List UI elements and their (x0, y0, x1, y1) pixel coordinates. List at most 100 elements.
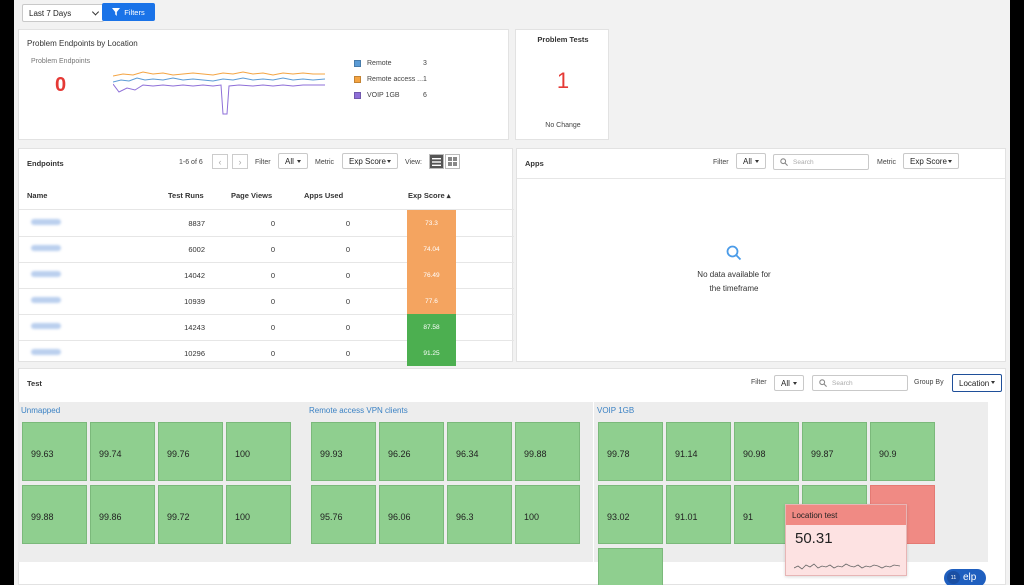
legend-swatch-remote-access (354, 76, 361, 83)
page-views-cell: 0 (270, 297, 275, 306)
problem-tests-value: 1 (556, 68, 570, 93)
apps-search-input[interactable]: Search (773, 154, 869, 170)
series-line-voip (113, 83, 325, 115)
caret-down-icon (948, 160, 952, 163)
test-tile[interactable]: 100 (226, 485, 291, 544)
date-range-select[interactable]: Last 7 Days (22, 4, 104, 22)
apps-used-cell: 0 (345, 297, 350, 306)
test-runs-cell: 14042 (184, 271, 205, 280)
metric-value: Exp Score (910, 156, 947, 166)
test-tile[interactable]: 99.88 (515, 422, 580, 481)
tooltip-sparkline (794, 563, 900, 570)
test-tile[interactable]: 91.01 (666, 485, 731, 544)
test-runs-cell: 10296 (184, 349, 205, 358)
endpoint-name[interactable] (31, 349, 61, 355)
test-runs-cell: 14243 (184, 323, 205, 332)
column-header-test-runs[interactable]: Test Runs (168, 191, 204, 200)
row-divider (19, 340, 514, 341)
column-header-label: Exp Score (408, 191, 445, 200)
list-view-button[interactable] (429, 154, 444, 169)
test-tile[interactable]: 96.34 (447, 422, 512, 481)
test-tile[interactable]: 99.78 (598, 422, 663, 481)
filter-value: All (781, 378, 790, 388)
chevron-down-icon (91, 8, 100, 16)
help-button[interactable]: 11 elp (944, 569, 986, 585)
caret-down-icon (387, 160, 391, 163)
group-title[interactable]: Remote access VPN clients (309, 406, 408, 415)
series-line-remote-access (113, 71, 325, 77)
test-tile[interactable]: 99.87 (802, 422, 867, 481)
test-tile[interactable]: 90.98 (734, 422, 799, 481)
next-page-button[interactable]: › (232, 154, 248, 169)
test-tile[interactable]: 96.26 (379, 422, 444, 481)
test-filter-select[interactable]: All (774, 375, 804, 391)
test-tile[interactable]: 96.3 (447, 485, 512, 544)
legend-swatch-voip (354, 92, 361, 99)
column-header-apps-used[interactable]: Apps Used (304, 191, 344, 200)
apps-metric-select[interactable]: Exp Score (903, 153, 959, 169)
test-tile[interactable]: 100 (226, 422, 291, 481)
test-tile[interactable]: 99.86 (90, 485, 155, 544)
endpoint-name[interactable] (31, 219, 61, 225)
filter-label: Filter (255, 159, 271, 166)
header-divider (19, 209, 514, 210)
test-tile[interactable]: 99.63 (22, 422, 87, 481)
test-tile[interactable]: 99.72 (158, 485, 223, 544)
column-header-name[interactable]: Name (27, 191, 48, 200)
test-tile[interactable]: 99.74 (90, 422, 155, 481)
apps-used-cell: 0 (345, 271, 350, 280)
row-divider (19, 314, 514, 315)
column-header-page-views[interactable]: Page Views (231, 191, 273, 200)
test-tile[interactable] (598, 548, 663, 585)
filters-label: Filters (124, 7, 145, 17)
filters-button[interactable]: Filters (102, 3, 155, 21)
test-tile[interactable]: 96.06 (379, 485, 444, 544)
test-tile[interactable]: 99.88 (22, 485, 87, 544)
test-tile[interactable]: 93.02 (598, 485, 663, 544)
apps-filter-select[interactable]: All (736, 153, 766, 169)
filter-value: All (743, 156, 752, 166)
problem-endpoints-card: Problem Endpoints by Location Problem En… (18, 29, 509, 140)
legend-label: Remote access ... (367, 76, 424, 83)
test-search-input[interactable]: Search (812, 375, 908, 391)
endpoint-name[interactable] (31, 297, 61, 303)
prev-page-button[interactable]: ‹ (212, 154, 228, 169)
filter-label: Filter (751, 379, 767, 386)
problem-tests-change: No Change (545, 122, 581, 129)
endpoint-name[interactable] (31, 271, 61, 277)
endpoints-card: Endpoints 1-6 of 6 ‹ › Filter All Metric… (18, 148, 514, 366)
legend-label: VOIP 1GB (367, 92, 400, 99)
test-tile[interactable]: 100 (515, 485, 580, 544)
endpoints-filter-select[interactable]: All (278, 153, 308, 169)
caret-down-icon (755, 160, 759, 163)
group-by-select[interactable]: Location (952, 374, 1002, 392)
exp-score-cell: 77.6 (407, 288, 456, 314)
search-placeholder: Search (793, 158, 814, 166)
endpoint-name[interactable] (31, 245, 61, 251)
legend-label: Remote (367, 60, 392, 67)
test-group-remote-access: Remote access VPN clients 99.93 96.26 96… (306, 402, 593, 562)
column-header-exp-score[interactable]: Exp Score ▴ (408, 191, 451, 200)
grid-view-button[interactable] (445, 154, 460, 169)
endpoint-name[interactable] (31, 323, 61, 329)
pagination-text: 1-6 of 6 (179, 159, 203, 166)
series-line-remote (113, 77, 326, 83)
group-title[interactable]: VOIP 1GB (597, 406, 635, 415)
test-tile[interactable]: 95.76 (311, 485, 376, 544)
group-title[interactable]: Unmapped (21, 406, 61, 415)
problem-tests-card: Problem Tests 1 No Change (515, 29, 609, 140)
apps-used-cell: 0 (345, 323, 350, 332)
test-tile[interactable]: 91.14 (666, 422, 731, 481)
test-tooltip: Location test 50.31 (785, 504, 907, 576)
endpoints-metric-select[interactable]: Exp Score (342, 153, 398, 169)
apps-used-cell: 0 (345, 349, 350, 358)
test-tile[interactable]: 99.93 (311, 422, 376, 481)
metric-value: Exp Score (349, 156, 386, 166)
filter-value: All (285, 156, 294, 166)
legend-swatch-remote (354, 60, 361, 67)
tooltip-value: 50.31 (795, 530, 833, 547)
test-tile[interactable]: 90.9 (870, 422, 935, 481)
page-views-cell: 0 (270, 271, 275, 280)
row-divider (19, 288, 514, 289)
test-tile[interactable]: 99.76 (158, 422, 223, 481)
